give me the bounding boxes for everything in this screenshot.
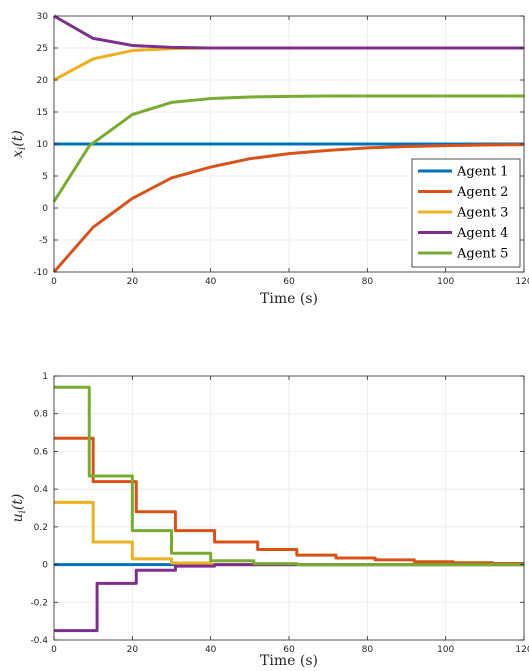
y-tick-label: 0 xyxy=(42,204,48,214)
y-tick-label: 0.6 xyxy=(34,447,49,457)
series-line-agent-5 xyxy=(54,385,524,567)
y-axis-label: xi(t) xyxy=(10,130,28,158)
y-tick-label: 15 xyxy=(37,108,48,118)
x-tick-label: 120 xyxy=(515,645,529,655)
y-tick-label: -5 xyxy=(39,236,48,246)
x-tick-label: 40 xyxy=(205,277,217,287)
series-line-agent-3 xyxy=(54,500,524,567)
series-line-agent-4 xyxy=(53,14,524,50)
series-line-agent-2 xyxy=(54,436,524,565)
x-tick-label: 60 xyxy=(283,645,295,655)
bottom-plot: 0 20 40 60 80 100 120 -0.4 -0.2 0 0.2 0.4 0.6 0.8 1 Tim… xyxy=(10,372,529,669)
legend-entry: Agent 4 xyxy=(456,226,508,241)
y-tick-label: -10 xyxy=(33,268,48,278)
x-tick-label: 120 xyxy=(515,277,529,287)
y-tick-label: 10 xyxy=(37,140,49,150)
y-tick-label: 0.4 xyxy=(34,485,49,495)
y-tick-label: 0.8 xyxy=(34,410,49,420)
top-plot: 0 20 40 60 80 100 120 -10 -5 0 5 10 15 20 25 30 Time (s)… xyxy=(10,12,529,307)
y-tick-label: 20 xyxy=(37,76,49,86)
x-tick-label: 0 xyxy=(51,277,57,287)
x-tick-label: 40 xyxy=(205,645,217,655)
x-tick-label: 80 xyxy=(362,277,374,287)
y-tick-label: -0.4 xyxy=(30,636,48,646)
x-tick-label: 60 xyxy=(283,277,295,287)
series-line-agent-2 xyxy=(52,143,525,273)
x-axis-label: Time (s) xyxy=(260,653,318,669)
x-tick-label: 0 xyxy=(51,645,57,655)
y-tick-label: -0.2 xyxy=(30,598,48,608)
series-line-agent-5 xyxy=(52,94,524,203)
y-tick-label: 0 xyxy=(42,561,48,571)
x-tick-label: 20 xyxy=(127,277,139,287)
legend-entry: Agent 1 xyxy=(456,165,508,180)
x-tick-label: 20 xyxy=(127,645,139,655)
y-tick-label: 25 xyxy=(37,44,48,54)
legend-entry: Agent 3 xyxy=(456,206,508,221)
x-tick-label: 100 xyxy=(437,277,454,287)
x-tick-label: 100 xyxy=(437,645,454,655)
y-tick-label: 1 xyxy=(42,372,48,382)
x-tick-label: 80 xyxy=(362,645,374,655)
y-tick-label: 30 xyxy=(37,12,49,22)
y-axis-label: ui(t) xyxy=(10,494,28,523)
series-line-agent-4 xyxy=(54,563,524,633)
y-tick-label: 5 xyxy=(42,172,48,182)
x-axis-label: Time (s) xyxy=(260,291,318,307)
legend-entry: Agent 5 xyxy=(456,247,508,262)
legend: Agent 1 Agent 2 Agent 3 Agent 4 Agent 5 xyxy=(411,158,521,268)
y-tick-label: 0.2 xyxy=(34,523,48,533)
legend-entry: Agent 2 xyxy=(456,185,508,200)
